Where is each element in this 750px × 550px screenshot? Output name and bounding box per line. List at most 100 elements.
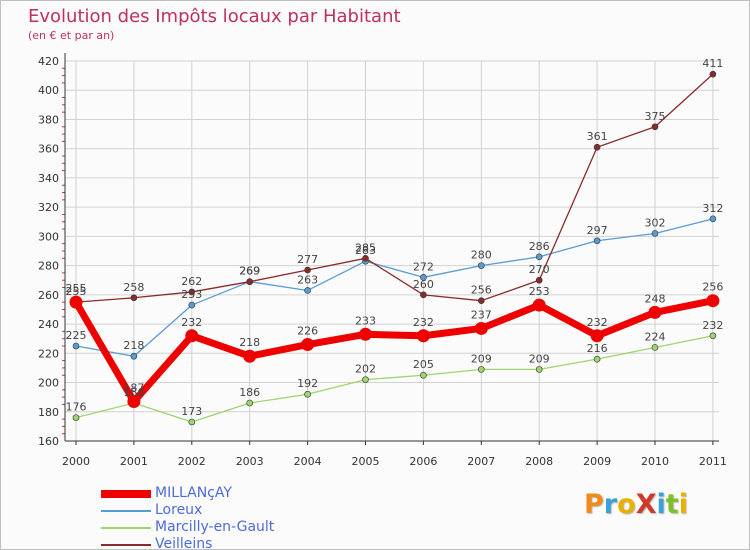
x-tick-label: 2003 xyxy=(236,455,264,468)
data-label: 233 xyxy=(355,314,376,327)
data-label: 302 xyxy=(645,216,666,229)
data-point xyxy=(706,294,720,308)
data-label: 286 xyxy=(529,240,550,253)
data-label: 263 xyxy=(297,273,318,286)
data-label: 225 xyxy=(66,329,87,342)
brand-letter: t xyxy=(665,489,679,520)
axis-layer: 160 180 200 220 240 260 280 300 320 340 360 380 400 4… xyxy=(38,53,727,468)
data-label: 209 xyxy=(471,352,492,365)
data-label: 202 xyxy=(355,363,376,376)
legend-label: Loreux xyxy=(155,502,203,518)
data-point xyxy=(362,376,369,383)
chart-subtitle: (en € et par an) xyxy=(28,29,115,42)
legend-swatch xyxy=(101,527,151,529)
data-point xyxy=(243,349,257,363)
y-tick-label: 280 xyxy=(38,260,59,273)
y-tick-label: 420 xyxy=(38,55,59,68)
x-tick-label: 2006 xyxy=(409,455,437,468)
data-point xyxy=(648,305,662,319)
data-label: 253 xyxy=(181,288,202,301)
data-point xyxy=(130,352,138,360)
data-label: 232 xyxy=(702,319,723,332)
data-label: 186 xyxy=(239,386,260,399)
data-label: 173 xyxy=(181,405,202,418)
data-label: 280 xyxy=(471,249,492,262)
data-point xyxy=(72,342,80,350)
data-label: 272 xyxy=(413,260,434,273)
data-label: 218 xyxy=(239,336,260,349)
brand-letter: i xyxy=(656,489,666,520)
data-point xyxy=(593,143,601,151)
data-point xyxy=(651,344,659,351)
data-label: 269 xyxy=(239,265,260,278)
x-tick-label: 2007 xyxy=(467,455,495,468)
data-point xyxy=(709,70,717,78)
data-label: 255 xyxy=(66,282,87,295)
data-point xyxy=(246,278,253,285)
data-label: 216 xyxy=(587,342,608,355)
grid-layer xyxy=(65,60,719,442)
legend-label: MILLANçAY xyxy=(155,485,232,501)
label-layer: 176 186 173 186 192 202 205 209 209 216 224 232 225 2… xyxy=(66,57,724,418)
data-label: 285 xyxy=(355,241,376,254)
chart-title: Evolution des Impôts locaux par Habitant xyxy=(28,6,401,27)
data-point xyxy=(72,414,80,421)
data-label: 258 xyxy=(123,281,144,294)
data-label: 232 xyxy=(413,316,434,329)
data-label: 361 xyxy=(587,130,608,143)
x-tick-label: 2009 xyxy=(583,455,611,468)
data-point xyxy=(246,399,253,407)
y-tick-label: 300 xyxy=(38,230,59,243)
data-label: 411 xyxy=(702,57,723,70)
data-point xyxy=(420,291,427,299)
x-tick-label: 2000 xyxy=(62,455,90,468)
data-point xyxy=(420,274,427,281)
data-point xyxy=(590,329,604,343)
data-point xyxy=(416,329,430,343)
data-label: 312 xyxy=(702,202,723,215)
data-point xyxy=(532,298,546,312)
brand-letter: o xyxy=(617,489,636,520)
y-tick-label: 260 xyxy=(38,289,59,302)
brand-logo: ProXiti xyxy=(584,489,688,520)
data-label: 187 xyxy=(123,382,144,395)
data-label: 260 xyxy=(413,278,434,291)
data-point xyxy=(188,301,196,309)
y-tick-label: 320 xyxy=(38,201,59,214)
legend-swatch xyxy=(101,510,151,512)
data-label: 262 xyxy=(181,275,202,288)
y-tick-label: 240 xyxy=(38,318,59,331)
data-point xyxy=(709,215,717,223)
data-point xyxy=(535,253,543,261)
data-point xyxy=(651,123,659,131)
brand-letter: P xyxy=(584,489,604,520)
data-point xyxy=(304,287,311,294)
x-tick-label: 2001 xyxy=(120,455,148,468)
data-label: 176 xyxy=(66,401,87,414)
data-point xyxy=(362,255,369,262)
y-tick-label: 160 xyxy=(38,435,59,448)
data-point xyxy=(535,366,543,373)
data-point xyxy=(593,237,601,245)
data-point xyxy=(304,390,311,398)
data-label: 224 xyxy=(645,330,666,343)
data-label: 375 xyxy=(645,110,666,123)
data-label: 232 xyxy=(587,316,608,329)
y-tick-label: 380 xyxy=(38,113,59,126)
data-label: 226 xyxy=(297,325,318,338)
brand-letter: X xyxy=(635,489,657,520)
data-point xyxy=(127,395,141,409)
data-point xyxy=(185,329,199,343)
data-point xyxy=(359,327,372,341)
data-label: 277 xyxy=(297,253,318,266)
data-point xyxy=(709,332,717,340)
data-label: 205 xyxy=(413,358,434,371)
x-tick-label: 2011 xyxy=(699,455,727,468)
data-point xyxy=(130,294,138,302)
data-point xyxy=(593,355,601,363)
data-label: 248 xyxy=(645,292,666,305)
data-label: 283 xyxy=(355,244,376,257)
data-label: 256 xyxy=(471,284,492,297)
